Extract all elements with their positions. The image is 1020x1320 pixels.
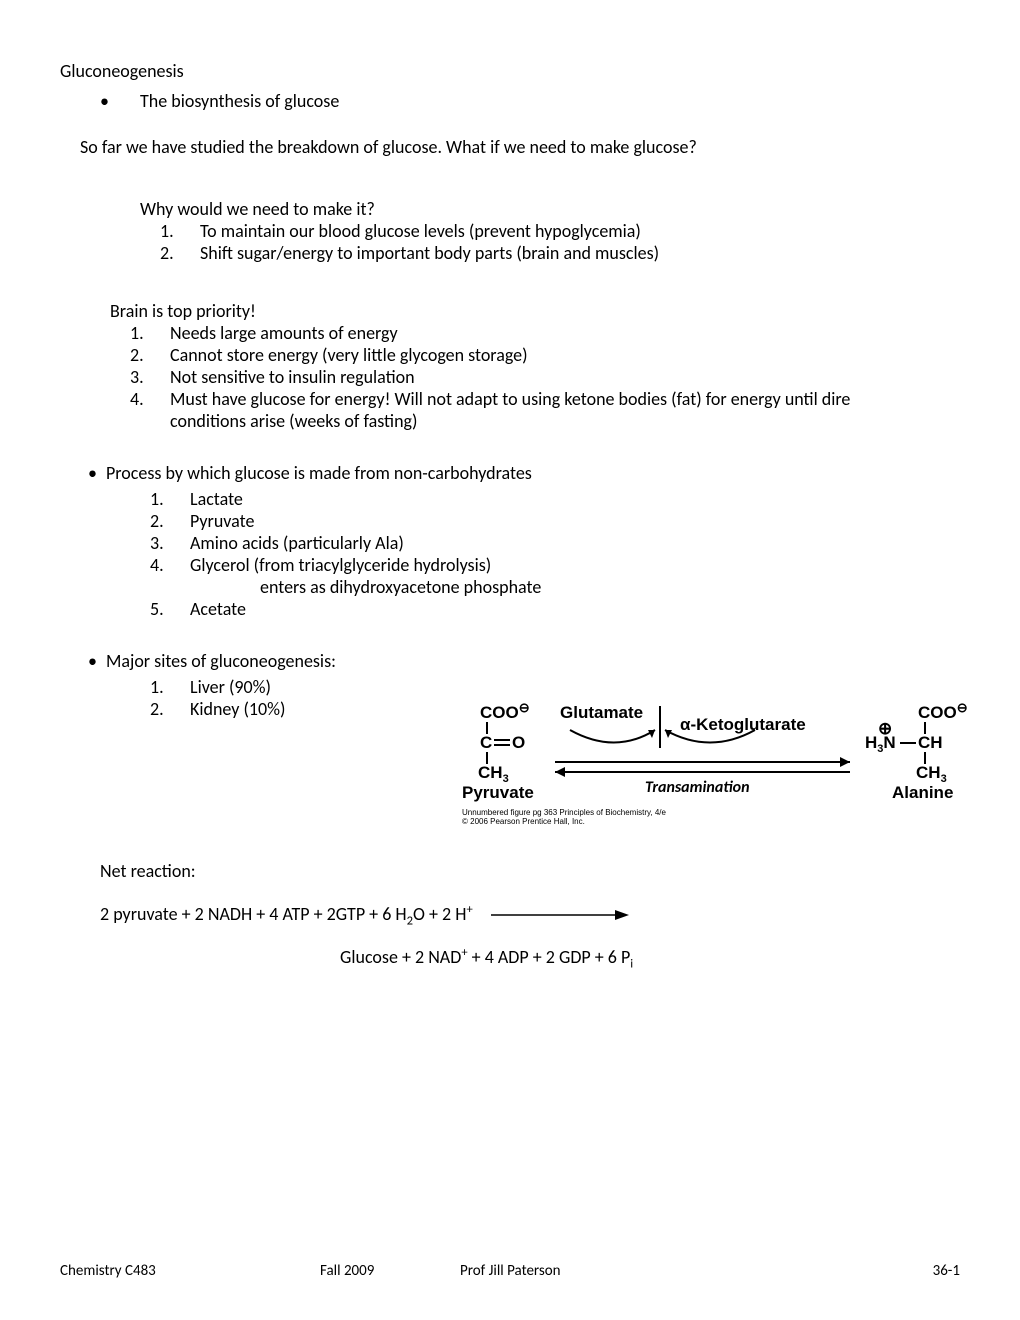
list-text: Pyruvate bbox=[190, 510, 254, 532]
list-text: Acetate bbox=[190, 598, 246, 620]
list-number: 1. bbox=[160, 220, 200, 242]
ch3-label: CH3 bbox=[478, 763, 509, 785]
ch-label: CH bbox=[918, 733, 943, 752]
glutamate-label: Glutamate bbox=[560, 703, 643, 722]
list-item: 2. Shift sugar/energy to important body … bbox=[160, 242, 960, 264]
why-block: Why would we need to make it? 1. To main… bbox=[140, 198, 960, 264]
transamination-label: Transamination bbox=[645, 778, 750, 797]
list-text: Shift sugar/energy to important body par… bbox=[200, 242, 659, 264]
equation-line-1: 2 pyruvate + 2 NADH + 4 ATP + 2GTP + 6 H… bbox=[100, 902, 960, 929]
list-number: 1. bbox=[130, 322, 170, 344]
brain-block: Brain is top priority! 1. Needs large am… bbox=[110, 300, 960, 432]
list-number: 2. bbox=[160, 242, 200, 264]
intro-paragraph: So far we have studied the breakdown of … bbox=[80, 136, 960, 158]
footer-term: Fall 2009 bbox=[320, 1262, 374, 1280]
arrow-icon bbox=[491, 905, 631, 927]
o-label: O bbox=[512, 733, 525, 752]
list-number: 4. bbox=[130, 388, 170, 432]
list-text: Glycerol (from triacylglyceride hydrolys… bbox=[190, 554, 491, 576]
plus-icon: ⊕ bbox=[878, 719, 892, 738]
list-item: 1. Needs large amounts of energy bbox=[130, 322, 960, 344]
list-number: 3. bbox=[150, 532, 190, 554]
list-item: 4. Must have glucose for energy! Will no… bbox=[130, 388, 960, 432]
list-text: Amino acids (particularly Ala) bbox=[190, 532, 404, 554]
sites-bullet: • Major sites of gluconeogenesis: bbox=[88, 650, 960, 672]
bullet-icon: • bbox=[88, 462, 106, 484]
list-item: 3. Not sensitive to insulin regulation bbox=[130, 366, 960, 388]
ch3-label-r: CH3 bbox=[916, 763, 947, 785]
alanine-label: Alanine bbox=[892, 783, 953, 802]
list-text: Liver (90%) bbox=[190, 676, 271, 698]
diagram-caption-2: © 2006 Pearson Prentice Hall, Inc. bbox=[462, 817, 585, 826]
main-bullet-row: • The biosynthesis of glucose bbox=[100, 90, 960, 112]
list-number: 1. bbox=[150, 676, 190, 698]
pyruvate-label: Pyruvate bbox=[462, 783, 534, 802]
list-item: 1. Lactate bbox=[150, 488, 960, 510]
list-number: 5. bbox=[150, 598, 190, 620]
diagram-svg: COO⊖ C O CH3 Pyruvate COO⊖ H3N ⊕ CH CH3 … bbox=[460, 700, 980, 840]
list-item: 2. Cannot store energy (very little glyc… bbox=[130, 344, 960, 366]
aketoglutarate-label: α-Ketoglutarate bbox=[680, 715, 806, 734]
footer-course: Chemistry C483 bbox=[60, 1262, 156, 1280]
list-text: Needs large amounts of energy bbox=[170, 322, 398, 344]
process-bullet: • Process by which glucose is made from … bbox=[88, 462, 960, 484]
list-item: 2. Pyruvate bbox=[150, 510, 960, 532]
list-number: 2. bbox=[150, 510, 190, 532]
list-text: To maintain our blood glucose levels (pr… bbox=[200, 220, 641, 242]
process-subtext: enters as dihydroxyacetone phosphate bbox=[260, 576, 960, 598]
bullet-icon: • bbox=[100, 90, 140, 112]
list-text: Lactate bbox=[190, 488, 243, 510]
list-text: Cannot store energy (very little glycoge… bbox=[170, 344, 528, 366]
net-reaction-block: Net reaction: 2 pyruvate + 2 NADH + 4 AT… bbox=[100, 860, 960, 971]
list-item: 4. Glycerol (from triacylglyceride hydro… bbox=[150, 554, 960, 576]
list-item: 5. Acetate bbox=[150, 598, 960, 620]
main-bullet-text: The biosynthesis of glucose bbox=[140, 90, 339, 112]
footer-page: 36-1 bbox=[933, 1262, 960, 1280]
list-number: 3. bbox=[130, 366, 170, 388]
bullet-icon: • bbox=[88, 650, 106, 672]
list-item: 1. To maintain our blood glucose levels … bbox=[160, 220, 960, 242]
page-title: Gluconeogenesis bbox=[60, 60, 960, 82]
list-text: Must have glucose for energy! Will not a… bbox=[170, 388, 890, 432]
c-o-label: C bbox=[480, 733, 492, 752]
coo-label: COO⊖ bbox=[480, 700, 530, 722]
list-text: Kidney (10%) bbox=[190, 698, 285, 720]
list-number: 2. bbox=[130, 344, 170, 366]
equation-line-2: Glucose + 2 NAD+ + 4 ADP + 2 GDP + 6 Pi bbox=[340, 945, 960, 972]
footer-prof: Prof Jill Paterson bbox=[460, 1262, 561, 1280]
list-number: 1. bbox=[150, 488, 190, 510]
transamination-diagram: COO⊖ C O CH3 Pyruvate COO⊖ H3N ⊕ CH CH3 … bbox=[460, 700, 980, 820]
brain-heading: Brain is top priority! bbox=[110, 300, 960, 322]
list-item: 1. Liver (90%) bbox=[150, 676, 960, 698]
page-footer: Chemistry C483 Fall 2009 Prof Jill Pater… bbox=[60, 1262, 960, 1280]
coo-label-r: COO⊖ bbox=[918, 700, 968, 722]
sites-heading: Major sites of gluconeogenesis: bbox=[106, 650, 336, 672]
list-number: 2. bbox=[150, 698, 190, 720]
list-item: 3. Amino acids (particularly Ala) bbox=[150, 532, 960, 554]
list-number: 4. bbox=[150, 554, 190, 576]
net-reaction-heading: Net reaction: bbox=[100, 860, 960, 882]
list-text: Not sensitive to insulin regulation bbox=[170, 366, 415, 388]
process-heading: Process by which glucose is made from no… bbox=[106, 462, 532, 484]
why-heading: Why would we need to make it? bbox=[140, 198, 960, 220]
diagram-caption-1: Unnumbered figure pg 363 Principles of B… bbox=[462, 808, 667, 817]
